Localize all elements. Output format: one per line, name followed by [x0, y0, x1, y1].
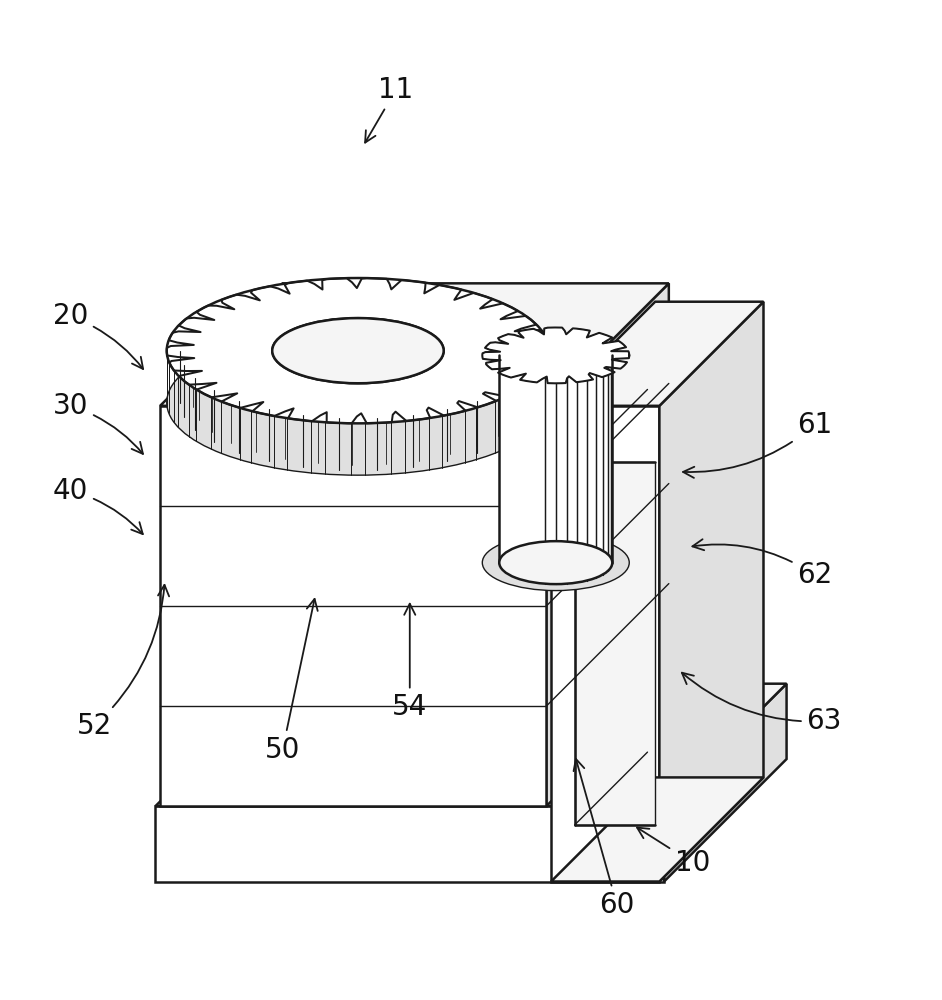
Text: 11: 11 — [365, 76, 414, 143]
Text: 60: 60 — [574, 759, 635, 919]
Text: 62: 62 — [692, 539, 833, 589]
Polygon shape — [535, 369, 577, 412]
Text: 63: 63 — [682, 673, 842, 735]
Text: 30: 30 — [53, 392, 143, 454]
Polygon shape — [189, 380, 219, 389]
Polygon shape — [551, 777, 763, 882]
Polygon shape — [167, 355, 195, 361]
Ellipse shape — [272, 318, 444, 383]
Polygon shape — [155, 806, 664, 882]
Polygon shape — [211, 391, 239, 401]
Polygon shape — [351, 413, 365, 423]
Polygon shape — [240, 400, 266, 411]
Polygon shape — [521, 355, 549, 361]
Polygon shape — [450, 400, 476, 411]
Ellipse shape — [535, 402, 577, 422]
Polygon shape — [551, 302, 763, 406]
Text: 50: 50 — [265, 599, 317, 764]
Text: 10: 10 — [637, 828, 710, 877]
Polygon shape — [419, 407, 442, 418]
Polygon shape — [659, 302, 763, 882]
Polygon shape — [155, 684, 787, 806]
Ellipse shape — [167, 330, 549, 475]
Polygon shape — [551, 406, 659, 882]
Polygon shape — [274, 407, 297, 418]
Polygon shape — [512, 368, 542, 376]
Polygon shape — [482, 327, 629, 383]
Text: 54: 54 — [392, 604, 428, 721]
Polygon shape — [497, 380, 527, 389]
Polygon shape — [167, 340, 195, 346]
Polygon shape — [499, 355, 612, 563]
Ellipse shape — [272, 318, 444, 383]
Polygon shape — [521, 340, 549, 346]
Ellipse shape — [535, 359, 577, 379]
Polygon shape — [477, 391, 505, 401]
Ellipse shape — [167, 278, 549, 423]
Polygon shape — [386, 411, 404, 422]
Ellipse shape — [482, 535, 629, 591]
Text: 52: 52 — [76, 585, 170, 740]
Polygon shape — [174, 368, 203, 376]
Polygon shape — [546, 283, 669, 806]
Polygon shape — [664, 684, 787, 882]
Ellipse shape — [499, 541, 612, 584]
Polygon shape — [160, 283, 669, 406]
Polygon shape — [575, 462, 655, 825]
Polygon shape — [160, 406, 546, 806]
Text: 20: 20 — [53, 302, 143, 369]
Text: 40: 40 — [53, 477, 143, 534]
Polygon shape — [312, 411, 330, 422]
Text: 61: 61 — [683, 411, 833, 478]
